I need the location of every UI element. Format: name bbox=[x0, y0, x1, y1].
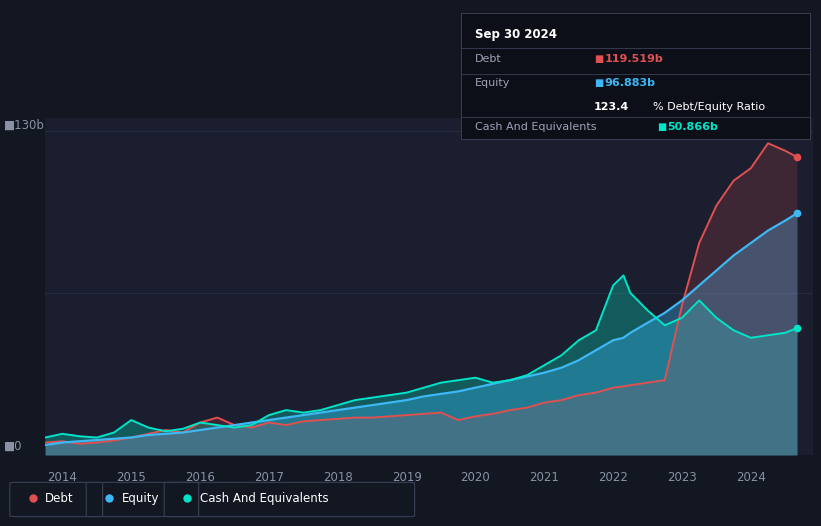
Text: 2017: 2017 bbox=[254, 471, 284, 484]
Text: ■0: ■0 bbox=[4, 439, 23, 452]
Text: % Debt/Equity Ratio: % Debt/Equity Ratio bbox=[654, 102, 765, 112]
Text: Debt: Debt bbox=[475, 54, 502, 64]
Text: 2021: 2021 bbox=[530, 471, 559, 484]
Text: 50.866b: 50.866b bbox=[667, 122, 718, 132]
Text: ■130b: ■130b bbox=[4, 119, 45, 132]
Text: Cash And Equivalents: Cash And Equivalents bbox=[475, 122, 597, 132]
Text: 2022: 2022 bbox=[599, 471, 628, 484]
Text: 123.4: 123.4 bbox=[594, 102, 629, 112]
Text: 2018: 2018 bbox=[323, 471, 353, 484]
Text: Equity: Equity bbox=[475, 77, 511, 87]
Text: Cash And Equivalents: Cash And Equivalents bbox=[200, 492, 328, 505]
Text: 119.519b: 119.519b bbox=[604, 54, 663, 64]
Text: ■: ■ bbox=[594, 54, 603, 64]
Text: ■: ■ bbox=[594, 77, 603, 87]
Text: 2024: 2024 bbox=[736, 471, 766, 484]
Text: Equity: Equity bbox=[122, 492, 159, 505]
Text: 96.883b: 96.883b bbox=[604, 77, 655, 87]
Text: 2015: 2015 bbox=[117, 471, 146, 484]
Text: 2016: 2016 bbox=[185, 471, 215, 484]
Text: 2023: 2023 bbox=[667, 471, 697, 484]
Text: 2020: 2020 bbox=[461, 471, 490, 484]
Text: 2014: 2014 bbox=[48, 471, 77, 484]
Text: Debt: Debt bbox=[45, 492, 74, 505]
Text: Sep 30 2024: Sep 30 2024 bbox=[475, 28, 557, 42]
Text: 2019: 2019 bbox=[392, 471, 421, 484]
Text: ■: ■ bbox=[657, 122, 666, 132]
